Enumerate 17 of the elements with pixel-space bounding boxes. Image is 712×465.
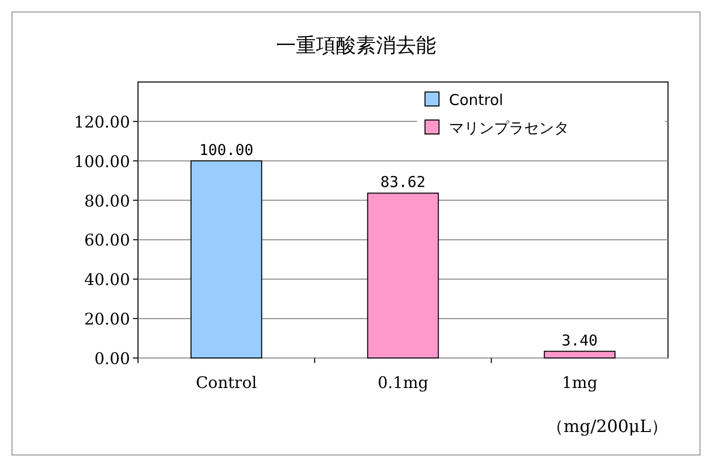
chart-title: 一重項酸素消去能 [276, 33, 436, 57]
data-label: 100.00 [199, 140, 254, 159]
y-tick-label: 0.00 [94, 349, 130, 368]
y-tick-label: 100.00 [74, 152, 130, 171]
data-label: 3.40 [562, 331, 598, 350]
y-tick-label: 80.00 [84, 191, 130, 210]
x-tick-label: 1mg [562, 373, 598, 392]
x-tick-label: 0.1mg [378, 373, 428, 392]
legend-label: Control [449, 91, 504, 109]
y-tick-label: 120.00 [74, 112, 130, 132]
x-axis-title: （mg/200μL） [546, 417, 668, 437]
y-tick-label: 40.00 [84, 270, 130, 290]
y-tick-label: 20.00 [84, 310, 130, 329]
x-tick-label: Control [196, 373, 257, 392]
data-label: 83.62 [380, 173, 426, 192]
legend-label: マリンプラセンタ [449, 119, 569, 137]
y-tick-label: 60.00 [84, 230, 130, 250]
